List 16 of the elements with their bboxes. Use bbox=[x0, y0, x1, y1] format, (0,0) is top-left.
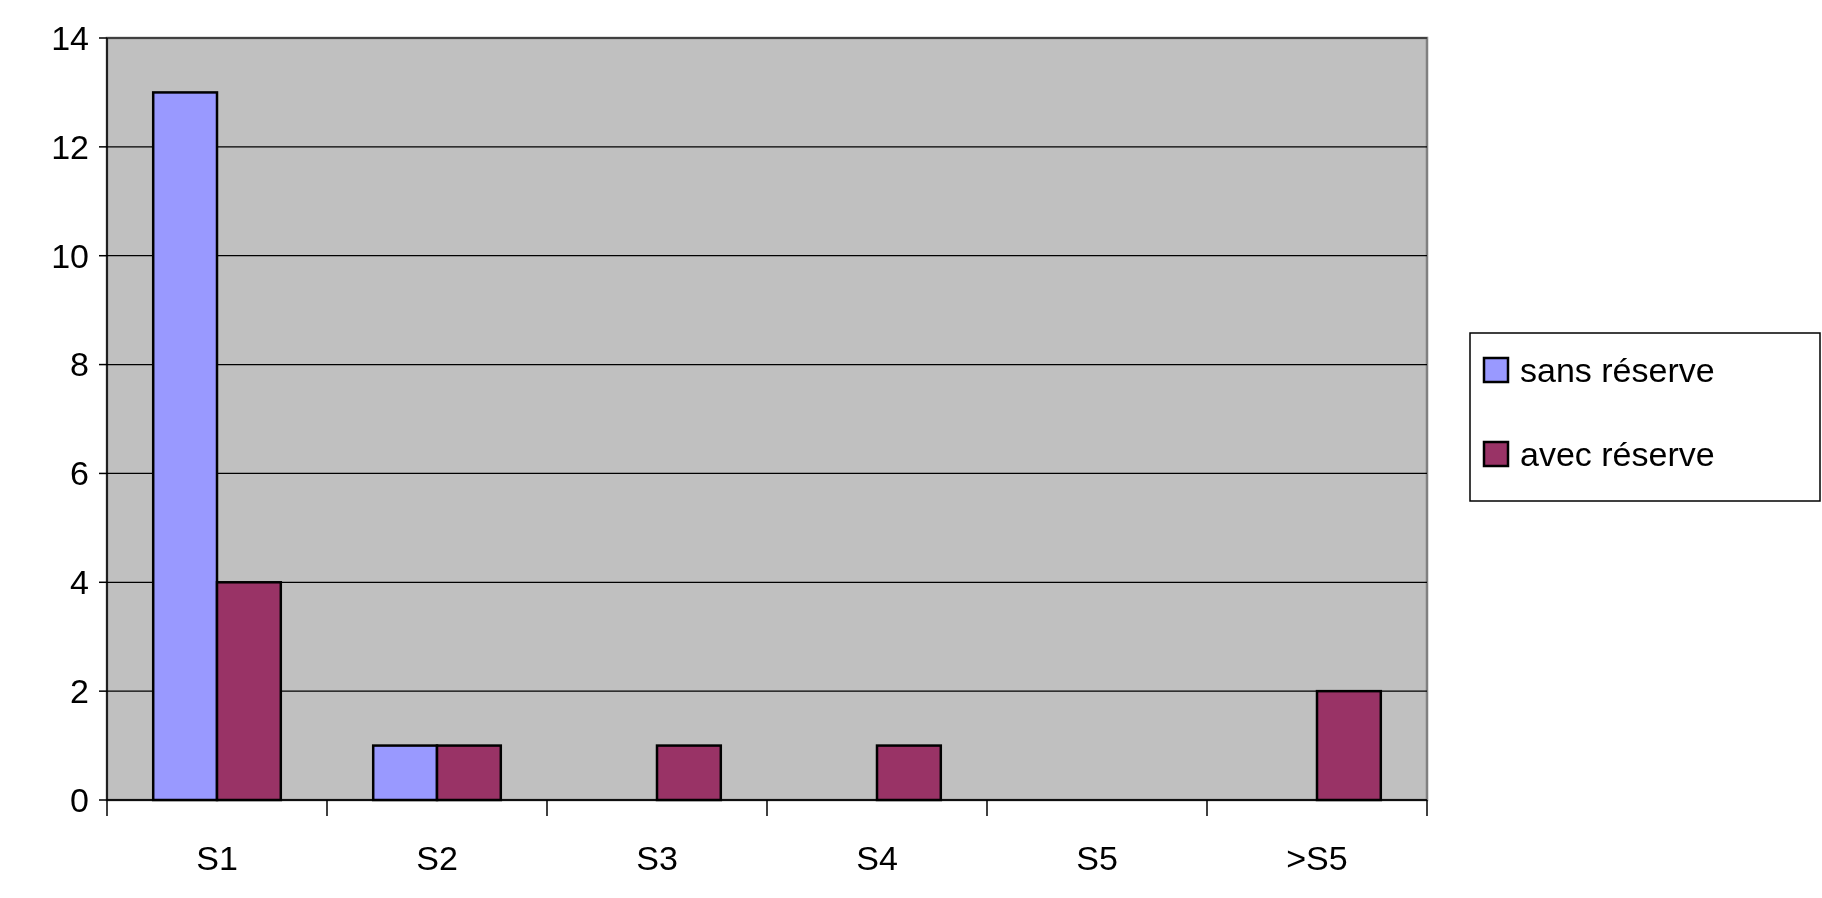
y-tick-label: 14 bbox=[51, 18, 89, 57]
y-tick-label: 6 bbox=[70, 454, 89, 493]
y-tick-label: 2 bbox=[70, 672, 89, 711]
x-tick-label: S2 bbox=[416, 839, 458, 877]
x-tick-label: S4 bbox=[856, 839, 898, 877]
x-tick-label: S3 bbox=[636, 839, 678, 877]
y-tick-label: 12 bbox=[51, 127, 89, 166]
x-tick-label: S5 bbox=[1076, 839, 1118, 877]
y-tick-label: 0 bbox=[70, 780, 89, 819]
x-tick-label: S1 bbox=[196, 839, 238, 877]
x-tick-label: >S5 bbox=[1286, 839, 1348, 877]
y-tick-label: 4 bbox=[70, 563, 89, 602]
legend-label: avec réserve bbox=[1520, 434, 1715, 473]
y-tick-label: 8 bbox=[70, 345, 89, 384]
y-tick-label: 10 bbox=[51, 236, 89, 275]
legend-label: sans réserve bbox=[1520, 350, 1715, 389]
